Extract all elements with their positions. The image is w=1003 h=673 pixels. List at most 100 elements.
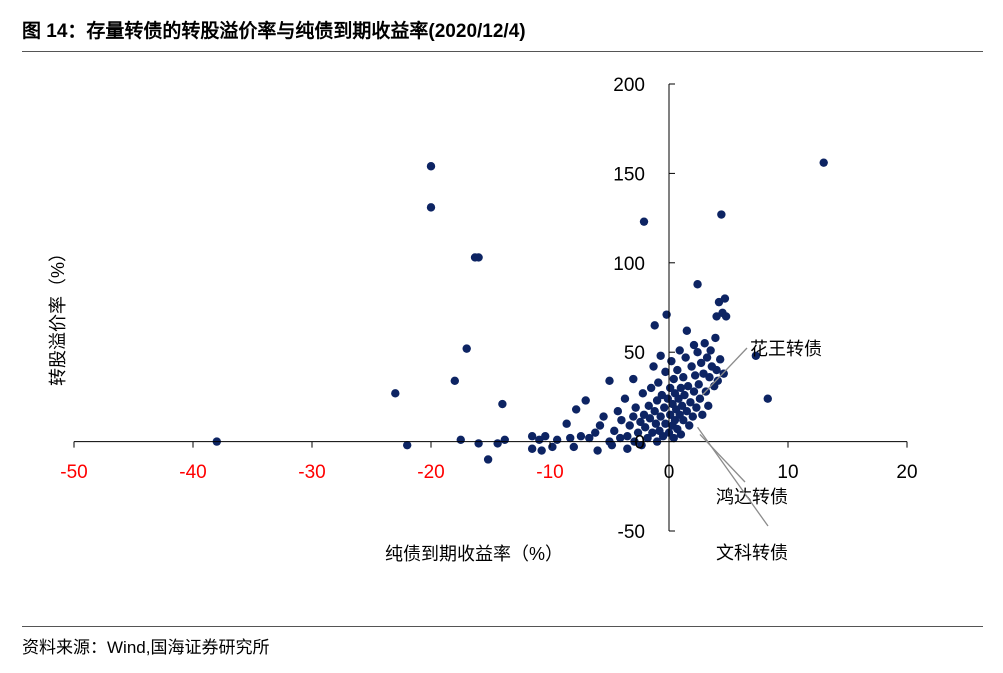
points-layer bbox=[212, 158, 828, 464]
data-point bbox=[677, 401, 687, 411]
x-tick-label: 10 bbox=[777, 462, 798, 483]
data-point bbox=[541, 432, 550, 441]
x-tick-label: -20 bbox=[417, 462, 444, 483]
data-point bbox=[613, 407, 623, 416]
data-point bbox=[682, 326, 692, 335]
data-point bbox=[667, 356, 676, 366]
data-point bbox=[595, 421, 605, 430]
data-point bbox=[819, 158, 828, 167]
data-point bbox=[566, 433, 575, 443]
data-point bbox=[663, 394, 673, 403]
data-point bbox=[665, 410, 675, 419]
data-point bbox=[610, 426, 619, 436]
y-axis-title: 转股溢价率（%） bbox=[48, 244, 68, 386]
y-tick-label: 0 bbox=[634, 433, 645, 454]
data-point bbox=[656, 351, 665, 360]
data-point bbox=[654, 378, 663, 387]
data-point bbox=[683, 381, 693, 391]
data-point bbox=[751, 351, 761, 360]
data-point bbox=[651, 419, 661, 428]
data-point bbox=[585, 433, 594, 443]
data-point bbox=[690, 371, 700, 380]
data-point bbox=[629, 412, 638, 421]
data-point bbox=[599, 412, 608, 421]
data-point bbox=[660, 403, 669, 412]
data-point bbox=[680, 390, 689, 400]
annotation-leader-line bbox=[697, 426, 769, 527]
data-point bbox=[679, 373, 688, 382]
data-point bbox=[705, 373, 714, 382]
data-point bbox=[721, 312, 731, 321]
data-point bbox=[665, 383, 675, 393]
data-point bbox=[646, 383, 656, 393]
top-rule bbox=[22, 51, 983, 52]
data-point bbox=[591, 428, 600, 437]
data-point bbox=[681, 353, 690, 362]
annotation-label: 花王转债 bbox=[750, 339, 822, 359]
data-point bbox=[720, 294, 730, 303]
annotation-leader-line bbox=[701, 347, 748, 396]
data-point bbox=[450, 376, 459, 386]
data-point bbox=[562, 419, 571, 428]
data-point bbox=[462, 344, 471, 353]
data-point bbox=[670, 415, 680, 425]
annotation-label: 文科转债 bbox=[716, 543, 788, 563]
data-point bbox=[426, 203, 436, 212]
data-point bbox=[623, 432, 632, 441]
data-point bbox=[426, 162, 436, 171]
data-point bbox=[629, 374, 638, 384]
data-point bbox=[669, 374, 678, 384]
data-point bbox=[493, 439, 502, 448]
data-point bbox=[552, 435, 562, 445]
y-tick-label: -50 bbox=[618, 522, 645, 543]
annotation-leader-line bbox=[699, 434, 746, 483]
data-point bbox=[662, 310, 671, 319]
x-tick-label: -50 bbox=[60, 462, 87, 483]
data-point bbox=[631, 403, 640, 412]
data-point bbox=[500, 435, 509, 445]
data-point bbox=[656, 412, 665, 421]
data-point bbox=[648, 428, 657, 437]
y-tick-label: 50 bbox=[624, 343, 645, 364]
data-point bbox=[483, 455, 493, 464]
data-point bbox=[527, 432, 537, 441]
data-point bbox=[617, 415, 626, 425]
data-point bbox=[675, 346, 684, 355]
data-point bbox=[616, 433, 625, 443]
data-point bbox=[623, 444, 632, 453]
data-point bbox=[686, 398, 695, 407]
data-point bbox=[673, 365, 682, 375]
data-point bbox=[717, 210, 726, 219]
data-point bbox=[527, 444, 537, 453]
data-point bbox=[593, 446, 602, 455]
data-point bbox=[704, 401, 713, 411]
data-point bbox=[639, 217, 649, 226]
data-point bbox=[679, 415, 688, 425]
data-point bbox=[571, 405, 581, 414]
data-point bbox=[661, 367, 670, 377]
data-point bbox=[711, 333, 720, 343]
data-point bbox=[391, 389, 400, 398]
data-point bbox=[645, 414, 655, 423]
data-point bbox=[661, 419, 670, 428]
y-tick-label: 100 bbox=[613, 254, 645, 275]
bottom-rule bbox=[22, 626, 983, 627]
data-point bbox=[649, 362, 658, 371]
data-point bbox=[688, 412, 697, 421]
data-point bbox=[605, 376, 614, 386]
data-point bbox=[719, 369, 728, 378]
data-point bbox=[689, 340, 699, 350]
data-point bbox=[676, 383, 686, 393]
data-point bbox=[685, 421, 694, 430]
annotation-label: 鸿达转债 bbox=[716, 487, 788, 507]
data-point bbox=[403, 440, 412, 450]
data-point bbox=[692, 403, 701, 412]
data-point bbox=[637, 440, 646, 450]
data-point bbox=[638, 389, 648, 398]
data-point bbox=[633, 428, 643, 437]
data-point bbox=[693, 280, 702, 289]
data-point bbox=[498, 399, 507, 409]
data-point bbox=[687, 362, 696, 371]
